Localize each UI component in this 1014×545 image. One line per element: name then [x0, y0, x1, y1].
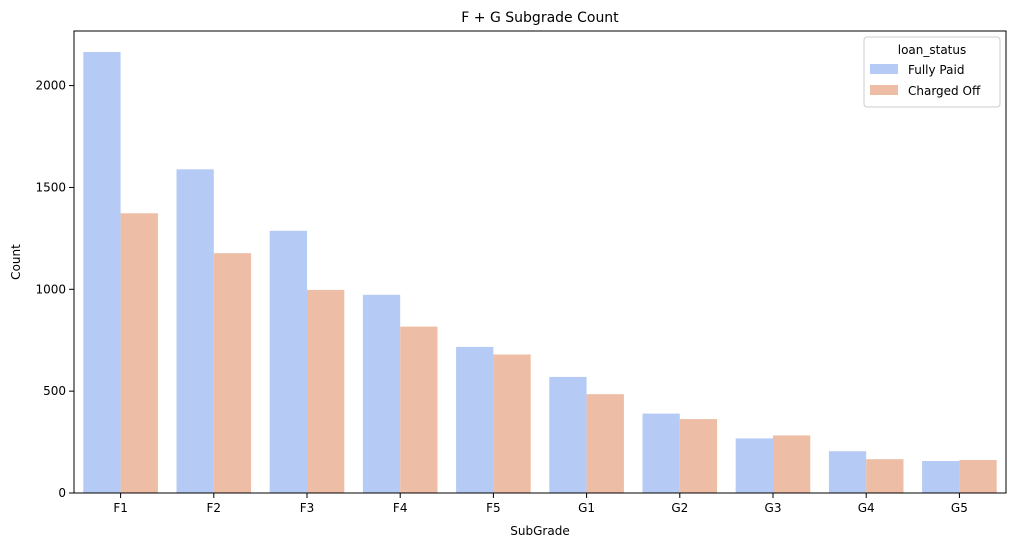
bar-g3-charged-off [773, 435, 811, 493]
bar-f1-fully-paid [83, 52, 121, 493]
y-tick-label: 500 [43, 384, 66, 398]
bar-g2-fully-paid [642, 413, 680, 493]
legend: loan_status Fully Paid Charged Off [863, 36, 1001, 108]
bar-f2-fully-paid [176, 169, 214, 494]
x-tick-label: F4 [393, 501, 408, 515]
x-tick-label: G4 [858, 501, 875, 515]
bar-f5-charged-off [493, 354, 531, 493]
x-ticks: F1 F2 F3 F4 F5 G1 G2 G3 G4 G5 [113, 493, 968, 515]
x-tick-label: G5 [951, 501, 968, 515]
bar-f4-charged-off [400, 326, 438, 493]
y-tick-label: 1500 [35, 180, 66, 194]
bar-f3-fully-paid [269, 230, 307, 494]
x-tick-label: G2 [671, 501, 688, 515]
y-tick-label: 0 [58, 486, 66, 500]
bar-g4-fully-paid [828, 451, 867, 493]
bar-g2-charged-off [679, 419, 718, 493]
legend-label: Charged Off [908, 84, 981, 98]
x-tick-label: F5 [486, 501, 501, 515]
x-axis-label: SubGrade [510, 524, 569, 538]
y-tick-label: 2000 [35, 79, 66, 93]
bar-f1-charged-off [120, 213, 158, 494]
y-axis-label: Count [9, 244, 23, 280]
bar-g3-fully-paid [735, 438, 773, 493]
bar-g5-fully-paid [922, 461, 960, 493]
x-tick-label: F2 [207, 501, 222, 515]
bar-f3-charged-off [307, 289, 345, 493]
bars-group [83, 52, 997, 494]
bar-g1-fully-paid [549, 376, 587, 493]
legend-swatch [870, 64, 898, 74]
bar-f2-charged-off [213, 253, 252, 493]
legend-swatch [870, 85, 898, 95]
legend-title: loan_status [898, 43, 967, 57]
x-tick-label: G1 [578, 501, 595, 515]
bar-g4-charged-off [866, 459, 904, 493]
x-tick-label: F1 [113, 501, 128, 515]
x-tick-label: G3 [765, 501, 782, 515]
x-tick-label: F3 [300, 501, 315, 515]
bar-f5-fully-paid [456, 346, 494, 493]
bar-g1-charged-off [586, 394, 624, 493]
y-tick-label: 1000 [35, 282, 66, 296]
bar-g5-charged-off [959, 460, 997, 493]
chart-title: F + G Subgrade Count [461, 10, 619, 26]
plot-frame [73, 30, 1007, 494]
bar-f4-fully-paid [362, 294, 401, 493]
legend-label: Fully Paid [908, 63, 964, 77]
y-ticks: 0 500 1000 1500 2000 [35, 79, 74, 500]
